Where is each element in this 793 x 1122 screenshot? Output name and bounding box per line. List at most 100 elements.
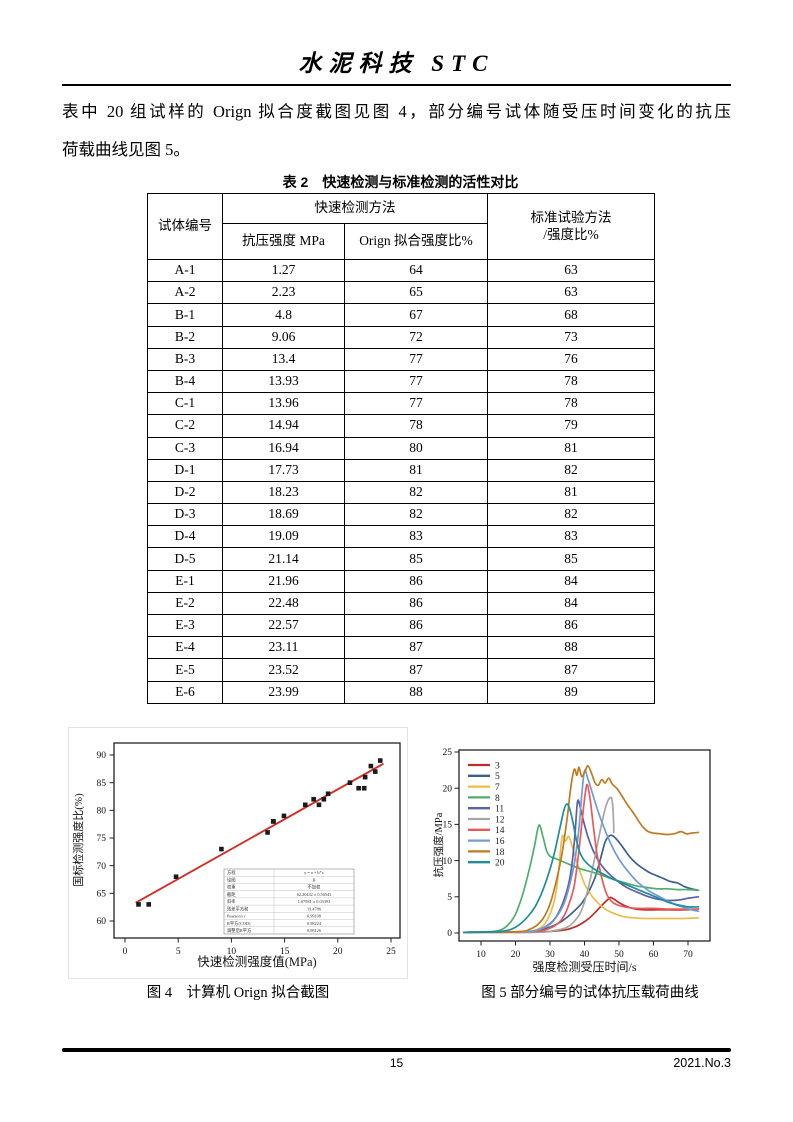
- intro-paragraph-line2: 荷载曲线见图 5。: [62, 140, 190, 159]
- table-row: C-1 13.96 77 78: [147, 392, 655, 416]
- table-cell: 87: [344, 658, 488, 682]
- table-cell: 88: [344, 680, 488, 704]
- table-title: 表 2 快速检测与标准检测的活性对比: [282, 174, 519, 190]
- svg-text:10: 10: [476, 950, 486, 960]
- table-cell: 67: [344, 303, 488, 327]
- table-cell: 13.96: [222, 392, 345, 416]
- svg-text:5: 5: [495, 772, 500, 782]
- table-row: D-2 18.23 82 81: [147, 480, 655, 505]
- svg-text:70: 70: [683, 950, 693, 960]
- table-cell: 89: [487, 680, 655, 704]
- svg-text:15: 15: [443, 821, 453, 831]
- col-header-standard-line2: /强度比%: [543, 226, 599, 242]
- table-cell: 86: [344, 591, 488, 616]
- table-cell: 78: [487, 392, 655, 416]
- col-header-standard: 标准试验方法 /强度比%: [487, 193, 655, 260]
- table-cell: 23.52: [222, 658, 345, 682]
- table-cell: 86: [344, 613, 488, 638]
- table-cell: 78: [487, 369, 655, 394]
- svg-text:12: 12: [495, 815, 505, 825]
- svg-text:快速检测强度值(MPa): 快速检测强度值(MPa): [197, 954, 316, 969]
- table-cell: 86: [344, 569, 488, 593]
- svg-text:国标检测强度比(%): 国标检测强度比(%): [71, 793, 85, 887]
- table-cell: 82: [344, 480, 488, 505]
- table-cell: B-3: [147, 347, 223, 371]
- table-cell: 76: [487, 347, 655, 371]
- svg-text:抗压强度/MPa: 抗压强度/MPa: [433, 812, 445, 877]
- table-cell: 13.93: [222, 369, 345, 394]
- table-cell: D-3: [147, 503, 223, 527]
- table-cell: 78: [344, 414, 488, 438]
- table-cell: 85: [344, 547, 488, 571]
- table-row: E-5 23.52 87 87: [147, 658, 655, 682]
- col-header-rapid-strength: 抗压强度 MPa: [222, 223, 345, 260]
- svg-text:16: 16: [495, 837, 505, 847]
- table-cell: A-1: [147, 258, 223, 283]
- table-cell: E-3: [147, 613, 223, 638]
- table-cell: 21.96: [222, 569, 345, 593]
- svg-text:30: 30: [545, 950, 555, 960]
- svg-text:20: 20: [333, 947, 343, 957]
- svg-text:方程: 方程: [227, 869, 236, 876]
- intro-paragraph-line1: 表中 20 组试样的 Orign 拟合度截图见图 4，部分编号试体随受压时间变化…: [62, 102, 731, 121]
- page-number: 15: [389, 1056, 404, 1070]
- svg-text:3: 3: [495, 761, 500, 771]
- svg-text:75: 75: [97, 834, 107, 844]
- table-cell: 68: [487, 303, 655, 327]
- table-row: A-2 2.23 65 63: [147, 281, 655, 305]
- table-cell: 83: [344, 525, 488, 549]
- table-row: D-3 18.69 82 82: [147, 503, 655, 527]
- svg-text:绘图: 绘图: [227, 876, 236, 883]
- table-row: E-6 23.99 88 89: [147, 680, 655, 704]
- figure5-caption: 图 5 部分编号的试体抗压载荷曲线: [481, 985, 699, 1001]
- svg-text:85: 85: [97, 779, 107, 789]
- table-row: B-3 13.4 77 76: [147, 347, 655, 371]
- table-cell: 80: [344, 436, 488, 460]
- svg-text:10: 10: [227, 947, 237, 957]
- table-cell: 79: [487, 414, 655, 438]
- table-row: A-1 1.27 64 63: [147, 258, 655, 283]
- table-cell: 72: [344, 325, 488, 349]
- table-row: E-2 22.48 86 84: [147, 591, 655, 616]
- table-row: E-3 22.57 86 86: [147, 613, 655, 638]
- svg-text:0: 0: [123, 947, 128, 957]
- table-cell: 82: [344, 503, 488, 527]
- table-cell: E-6: [147, 680, 223, 704]
- table-row: B-1 4.8 67 68: [147, 303, 655, 327]
- table-row: C-3 16.94 80 81: [147, 436, 655, 460]
- table-cell: 22.48: [222, 591, 345, 616]
- svg-text:25: 25: [443, 748, 453, 758]
- table-row: B-2 9.06 72 73: [147, 325, 655, 349]
- table-cell: 81: [487, 436, 655, 460]
- svg-text:截距: 截距: [227, 891, 236, 898]
- table-cell: 21.14: [222, 547, 345, 571]
- col-header-specimen: 试体编号: [147, 193, 223, 260]
- table-cell: 82: [487, 503, 655, 527]
- svg-text:11: 11: [495, 805, 504, 815]
- svg-text:60: 60: [649, 950, 659, 960]
- svg-text:14: 14: [495, 826, 505, 836]
- table-cell: D-4: [147, 525, 223, 549]
- svg-text:90: 90: [97, 751, 107, 761]
- table-cell: 77: [344, 369, 488, 394]
- table-cell: 81: [487, 480, 655, 505]
- table-cell: D-1: [147, 458, 223, 482]
- svg-text:权重: 权重: [227, 884, 236, 891]
- table-cell: 63: [487, 258, 655, 283]
- svg-text:B: B: [313, 877, 316, 882]
- col-header-standard-line1: 标准试验方法: [530, 209, 612, 225]
- svg-text:10: 10: [443, 857, 453, 867]
- svg-text:40: 40: [580, 950, 590, 960]
- table-cell: A-2: [147, 281, 223, 305]
- svg-text:80: 80: [97, 807, 107, 817]
- table-cell: 82: [487, 458, 655, 482]
- table-cell: C-3: [147, 436, 223, 460]
- table-row: E-4 23.11 87 88: [147, 636, 655, 660]
- svg-text:0.99108: 0.99108: [307, 914, 321, 919]
- table-row: D-1 17.73 81 82: [147, 458, 655, 482]
- table-cell: C-1: [147, 392, 223, 416]
- svg-text:70: 70: [97, 862, 107, 872]
- svg-text:R平方(COD): R平方(COD): [227, 920, 251, 927]
- svg-text:25: 25: [386, 947, 396, 957]
- table-cell: 9.06: [222, 325, 345, 349]
